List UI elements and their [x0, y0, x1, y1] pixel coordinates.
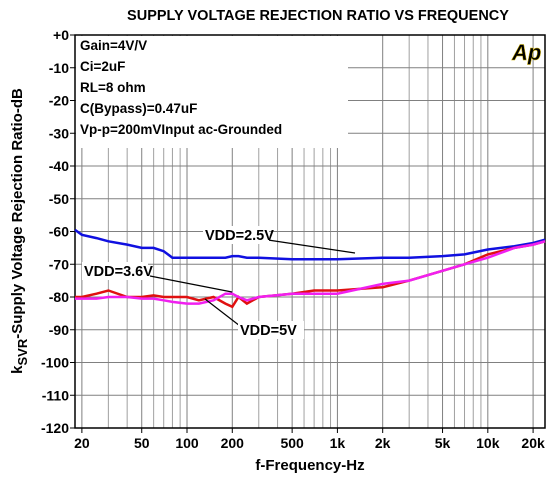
y-tick-label: +0 — [53, 27, 69, 43]
annotation-leader — [267, 239, 356, 254]
annotation: VDD=2.5V — [205, 228, 274, 244]
info-line: RL=8 ohm — [80, 80, 146, 95]
y-tick-label: -70 — [49, 256, 69, 272]
y-tick-label: -40 — [49, 158, 69, 174]
annotation: VDD=3.6V — [84, 264, 153, 280]
x-tick-label: 20k — [521, 435, 545, 451]
series-line — [75, 240, 546, 305]
x-tick-label: 2k — [375, 435, 391, 451]
plot-frame — [74, 34, 546, 429]
y-tick-label: -90 — [49, 322, 69, 338]
info-line: Vp-p=200mVInput ac-Grounded — [80, 122, 282, 137]
x-tick-label: 10k — [476, 435, 500, 451]
info-line: C(Bypass)=0.47uF — [80, 101, 197, 116]
y-axis-label: kSVR-Supply Voltage Rejection Ratio-dB — [9, 88, 30, 374]
y-tick-label: -110 — [42, 387, 69, 403]
annotation-bg — [238, 321, 304, 339]
y-label-subscript: SVR — [15, 338, 30, 365]
annotation-bg — [82, 262, 148, 280]
info-box — [76, 36, 348, 148]
logo: Ap — [511, 40, 541, 65]
y-label-prefix: k — [9, 365, 26, 374]
y-tick-label: -50 — [49, 191, 69, 207]
series-line — [74, 228, 546, 261]
annotation-bg — [203, 226, 269, 244]
y-tick-label: -120 — [41, 420, 69, 436]
chart-title: SUPPLY VOLTAGE REJECTION RATIO VS FREQUE… — [127, 8, 509, 24]
y-tick-label: -80 — [49, 289, 69, 305]
annotation-leader — [149, 275, 233, 293]
x-tick-label: 5k — [435, 435, 451, 451]
x-tick-label: 500 — [280, 435, 304, 451]
x-tick-label: 200 — [221, 435, 245, 451]
annotation-leader — [204, 298, 241, 327]
y-tick-label: -10 — [49, 60, 69, 76]
info-line: Ci=2uF — [80, 59, 125, 74]
annotation: VDD=5V — [240, 323, 297, 339]
x-tick-label: 100 — [175, 435, 199, 451]
x-axis-label: f-Frequency-Hz — [255, 457, 364, 474]
info-line: Gain=4V/V — [80, 38, 147, 53]
x-tick-label: 1k — [330, 435, 346, 451]
y-tick-label: -60 — [49, 224, 69, 240]
y-tick-label: -30 — [49, 125, 69, 141]
y-tick-label: -20 — [49, 93, 69, 109]
x-tick-label: 20 — [74, 435, 90, 451]
y-label-text: -Supply Voltage Rejection Ratio-dB — [9, 88, 26, 339]
x-tick-label: 50 — [134, 435, 150, 451]
y-tick-label: -100 — [41, 355, 69, 371]
